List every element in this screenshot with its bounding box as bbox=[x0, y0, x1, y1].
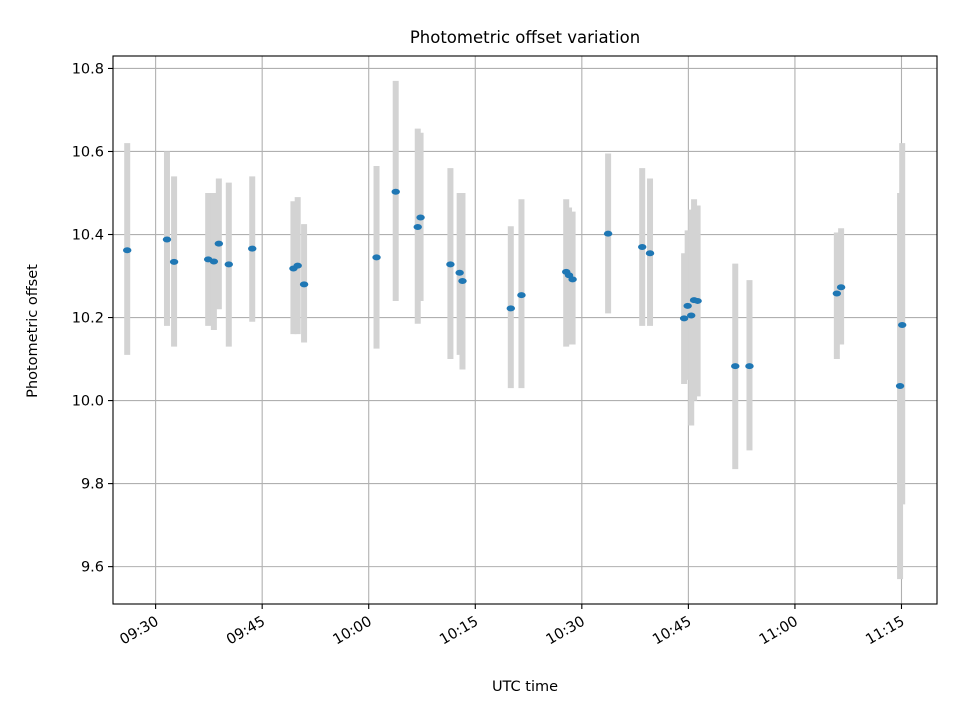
chart-background bbox=[0, 0, 960, 720]
chart-title: Photometric offset variation bbox=[410, 28, 640, 47]
data-point bbox=[680, 315, 688, 321]
data-point bbox=[215, 241, 223, 247]
data-point bbox=[687, 312, 695, 318]
data-point bbox=[225, 261, 233, 267]
y-tick-label: 10.8 bbox=[72, 61, 104, 77]
data-point bbox=[517, 292, 525, 298]
data-point bbox=[248, 246, 256, 252]
chart: Photometric offset variation 09:30 09:45 1… bbox=[0, 0, 960, 720]
data-point bbox=[896, 383, 904, 389]
data-point bbox=[683, 303, 691, 309]
data-point bbox=[458, 278, 466, 284]
y-tick-label: 9.8 bbox=[81, 477, 104, 493]
data-point bbox=[392, 189, 400, 195]
data-point bbox=[745, 363, 753, 369]
data-point bbox=[568, 276, 576, 282]
y-tick-label: 10.4 bbox=[72, 228, 104, 244]
y-tick-label: 9.6 bbox=[81, 560, 104, 576]
data-point bbox=[123, 247, 131, 253]
y-tick-label: 10.0 bbox=[72, 394, 104, 410]
data-point bbox=[898, 322, 906, 328]
data-point bbox=[507, 305, 515, 311]
y-tick-label: 10.2 bbox=[72, 311, 104, 327]
data-point bbox=[833, 290, 841, 296]
data-point bbox=[210, 259, 218, 265]
y-tick-label: 10.6 bbox=[72, 144, 104, 160]
y-axis-label: Photometric offset bbox=[25, 264, 41, 398]
data-point bbox=[163, 236, 171, 242]
data-point bbox=[604, 231, 612, 237]
data-point bbox=[372, 254, 380, 260]
data-point bbox=[416, 214, 424, 220]
data-point bbox=[638, 244, 646, 250]
data-point bbox=[414, 224, 422, 230]
data-point bbox=[693, 298, 701, 304]
data-point bbox=[455, 270, 463, 276]
data-point bbox=[293, 263, 301, 269]
data-point bbox=[300, 281, 308, 287]
data-point bbox=[170, 259, 178, 265]
data-point bbox=[446, 261, 454, 267]
x-axis-label: UTC time bbox=[492, 679, 558, 695]
data-point bbox=[731, 363, 739, 369]
data-point bbox=[837, 284, 845, 290]
data-point bbox=[646, 250, 654, 256]
